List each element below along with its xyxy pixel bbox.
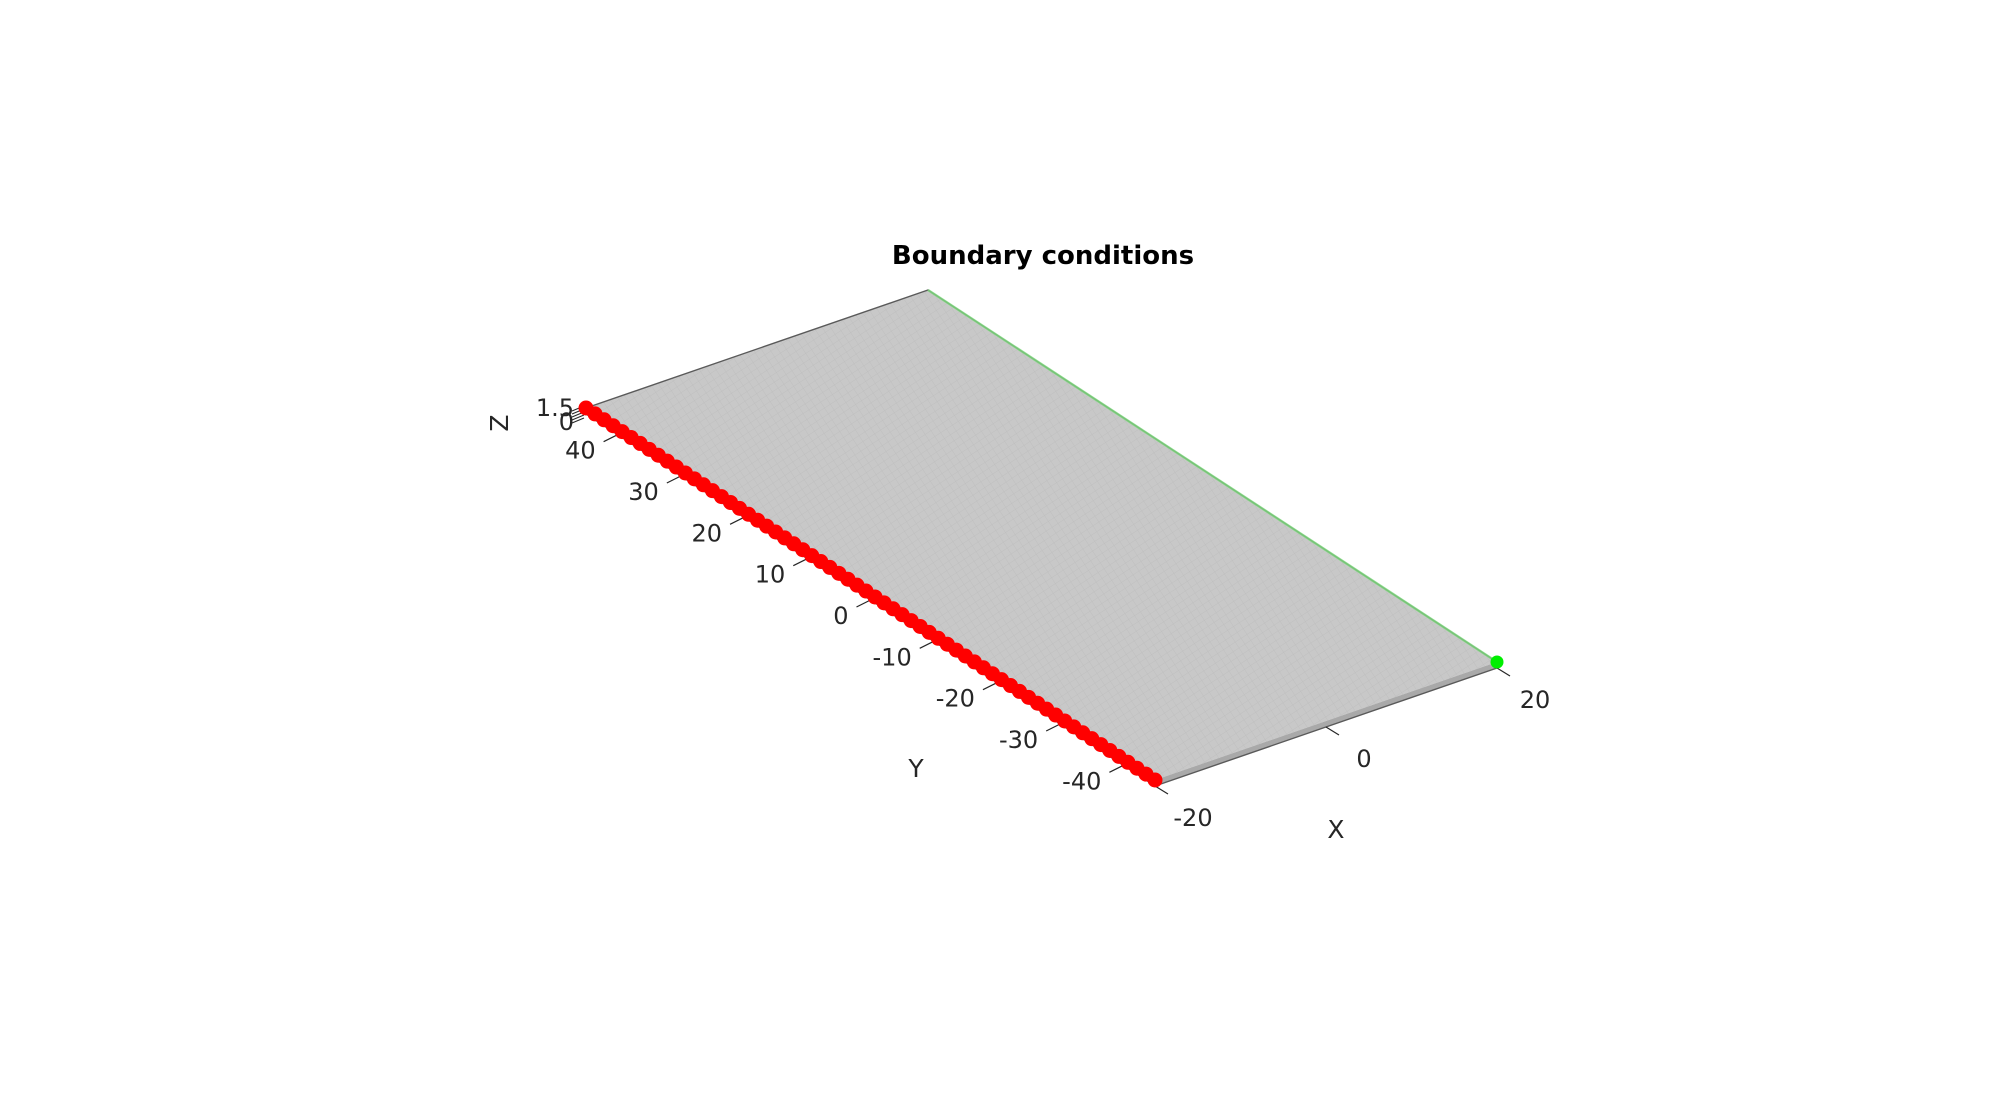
y-tick-label: 20 [692, 519, 723, 547]
x-tick-mark [1154, 785, 1169, 795]
z-axis: 01.5 Z [485, 394, 585, 436]
y-tick-label: 30 [628, 478, 659, 506]
y-tick-mark [666, 475, 682, 484]
y-tick-label: 10 [755, 561, 786, 589]
y-axis-label: Y [907, 754, 924, 783]
x-tick-label: -20 [1173, 804, 1212, 832]
x-axis: -20 0 20 X [1154, 667, 1551, 844]
x-axis-label: X [1327, 815, 1344, 844]
x-tick-label: 20 [1520, 686, 1551, 714]
fixed-boundary-points [578, 400, 1163, 788]
z-tick-label: 1.5 [536, 394, 574, 422]
y-tick-mark [919, 640, 934, 649]
y-tick-mark [856, 599, 871, 608]
z-axis-label: Z [485, 414, 514, 431]
y-tick-label: -30 [999, 726, 1038, 754]
y-tick-label: 40 [565, 437, 596, 465]
y-tick-mark [793, 558, 808, 567]
y-tick-mark [1109, 764, 1124, 773]
y-axis: -40 -30 -20 -10 0 10 20 30 40 Y [565, 434, 1124, 795]
y-tick-mark [603, 434, 618, 443]
y-tick-label: -40 [1062, 767, 1101, 795]
y-tick-mark [729, 516, 745, 525]
y-tick-label: 0 [833, 602, 848, 630]
load-edge-line [927, 288, 1498, 664]
z-tick-mark [571, 417, 585, 424]
fixed-bc-point [1147, 772, 1163, 788]
y-tick-label: -20 [936, 685, 975, 713]
chart-title: Boundary conditions [892, 241, 1194, 271]
y-tick-label: -10 [873, 643, 912, 671]
x-tick-mark [1325, 726, 1340, 736]
load-bc-point [1490, 655, 1504, 669]
y-tick-mark [982, 682, 998, 691]
plate-mesh-lines [586, 290, 1497, 780]
x-tick-label: 0 [1356, 745, 1371, 773]
load-boundary-points [1490, 655, 1504, 669]
x-tick-mark [1496, 667, 1511, 677]
z-tick-mark [571, 414, 585, 421]
z-tick-label: 0 [559, 408, 574, 436]
y-tick-mark [1045, 723, 1061, 732]
